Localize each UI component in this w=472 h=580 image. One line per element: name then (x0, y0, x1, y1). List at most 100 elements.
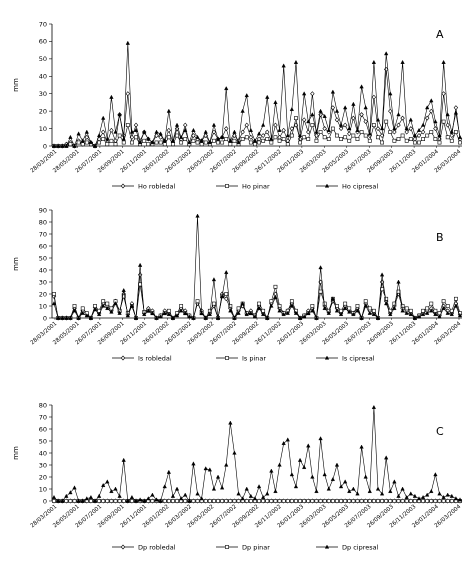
data-point (367, 306, 372, 311)
data-point (80, 142, 85, 147)
data-point (261, 311, 266, 316)
data-point (289, 106, 294, 112)
data-point (265, 315, 270, 320)
data-point (166, 311, 171, 316)
data-point (207, 499, 212, 503)
data-point (396, 112, 401, 117)
data-point (310, 304, 315, 308)
data-point (306, 443, 311, 448)
data-point (121, 457, 126, 462)
data-point (412, 133, 418, 138)
data-point (248, 140, 253, 145)
legend-label: Dp cipresal (342, 543, 379, 551)
data-point (195, 140, 200, 145)
data-point (252, 496, 258, 501)
data-point (162, 142, 167, 147)
data-point (174, 486, 180, 491)
legend-marker (324, 183, 330, 188)
data-point (420, 122, 426, 127)
data-point (105, 479, 110, 484)
data-point (298, 140, 302, 145)
data-point (400, 486, 405, 491)
data-point (306, 310, 311, 315)
data-point (363, 299, 368, 304)
legend-marker (324, 544, 330, 549)
data-point (322, 135, 327, 140)
data-point (203, 466, 208, 471)
data-point (421, 499, 425, 503)
data-point (376, 499, 380, 503)
data-point (105, 305, 110, 310)
data-point (101, 137, 106, 141)
data-point (154, 497, 159, 502)
data-point (404, 494, 409, 499)
data-point (318, 499, 323, 503)
data-point (334, 117, 340, 123)
data-point (289, 133, 294, 138)
data-point (359, 499, 364, 503)
panel-a: 010203040506070mmA28/03/200128/05/200126… (12, 20, 463, 190)
data-point (240, 108, 245, 113)
data-point (195, 491, 200, 496)
data-point (445, 499, 450, 503)
data-point (257, 499, 261, 503)
data-point (261, 138, 266, 143)
data-point (297, 136, 303, 142)
data-point (449, 499, 454, 503)
data-point (232, 450, 237, 455)
data-point (195, 213, 200, 218)
data-point (314, 129, 319, 134)
data-point (269, 299, 274, 304)
data-point (404, 126, 409, 131)
data-point (125, 40, 130, 45)
data-point (236, 491, 241, 496)
data-point (117, 310, 122, 315)
y-tick-label: 20 (39, 107, 47, 115)
data-point (453, 110, 459, 115)
data-point (417, 140, 421, 145)
data-point (380, 499, 384, 503)
data-point (318, 289, 323, 294)
data-point (302, 135, 307, 140)
series-line (54, 118, 461, 147)
data-point (445, 310, 450, 315)
data-point (445, 492, 450, 497)
data-point (261, 122, 266, 127)
y-tick-label: 0 (43, 314, 47, 322)
data-point (170, 315, 176, 320)
data-point (314, 488, 319, 493)
data-point (224, 462, 229, 467)
data-point (211, 486, 217, 491)
data-point (433, 119, 438, 124)
data-point (142, 129, 147, 134)
data-point (277, 138, 282, 143)
data-point (277, 134, 282, 140)
data-point (216, 499, 220, 503)
data-point (322, 126, 327, 132)
data-point (212, 301, 216, 306)
data-point (363, 474, 368, 479)
data-point (338, 311, 344, 316)
data-point (203, 140, 208, 145)
data-point (142, 311, 147, 316)
data-point (343, 479, 348, 484)
data-point (400, 59, 405, 64)
data-point (404, 129, 409, 135)
data-point (199, 310, 204, 315)
data-point (433, 311, 438, 316)
legend-marker (120, 355, 126, 361)
data-point (429, 130, 434, 134)
data-point (187, 498, 192, 503)
data-point (437, 491, 442, 496)
data-point (220, 485, 225, 490)
data-point (171, 499, 175, 503)
data-point (285, 437, 290, 442)
data-point (302, 314, 307, 319)
data-point (261, 308, 266, 313)
data-point (154, 315, 159, 320)
legend-label: Dp pinar (242, 543, 270, 551)
data-point (306, 119, 311, 124)
data-point (420, 129, 426, 135)
data-point (166, 499, 171, 503)
data-point (166, 469, 171, 474)
